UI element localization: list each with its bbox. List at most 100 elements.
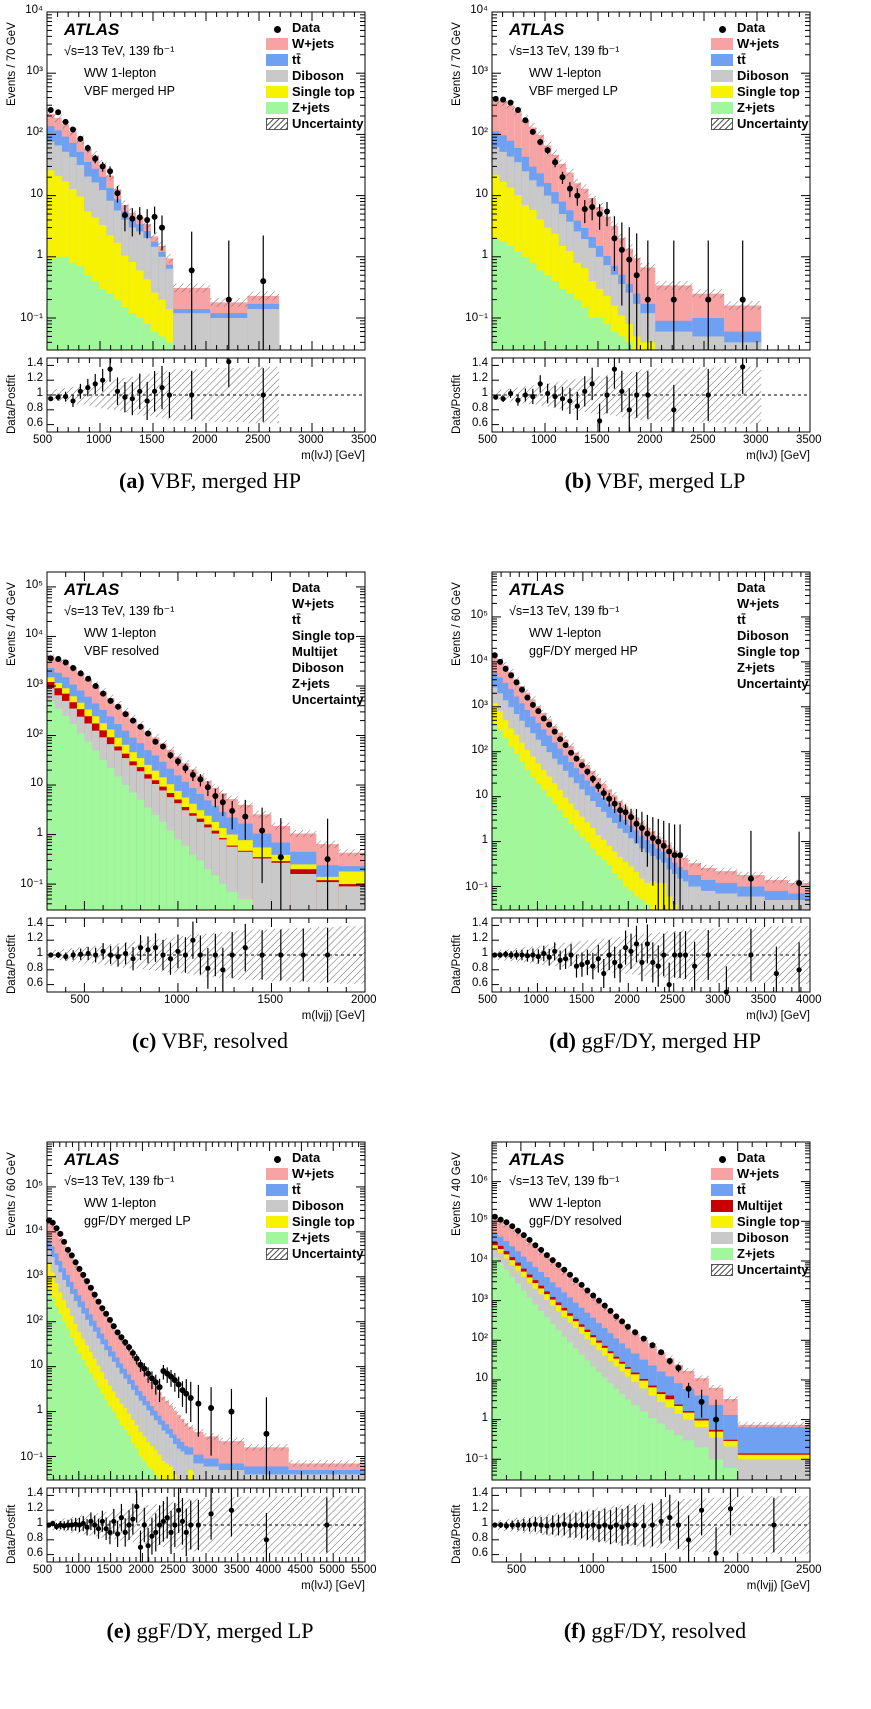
ratio-ytick-label: 1.2 xyxy=(27,372,43,385)
ratio-point-0 xyxy=(493,394,499,400)
bar-z-jets-17 xyxy=(618,336,626,350)
bar-z-jets-22 xyxy=(611,872,618,910)
chart-panel-b: 10⁻¹ 1 10 10² 10³ 10⁴ 500 1000 1500 2000 2500 3000 3… xyxy=(445,0,865,560)
ratio-point-32 xyxy=(168,1529,174,1535)
ratio-point-17 xyxy=(111,1518,117,1524)
panel-caption: (f) ggF/DY, resolved xyxy=(445,1618,865,1644)
run-info: √s=13 TeV, 139 fb⁻¹ WW 1-lepton VBF resolv… xyxy=(64,602,174,660)
legend-data-marker xyxy=(274,1156,281,1163)
xtick-label: 1000 xyxy=(531,434,557,446)
bar-single-top-13 xyxy=(588,281,596,350)
data-point-32 xyxy=(666,848,673,855)
bar-diboson-25 xyxy=(237,851,253,910)
uncertainty-band-34 xyxy=(737,1421,810,1428)
ratio-y-axis-title: Data/Postfit xyxy=(6,1504,18,1564)
uncertainty-band-34 xyxy=(176,1411,181,1418)
ratio-point-33 xyxy=(727,1506,734,1512)
energy-lumi: √s=13 TeV, 139 fb⁻¹ xyxy=(64,604,175,618)
ratio-point-22 xyxy=(612,959,618,965)
ratio-point-2 xyxy=(62,393,69,400)
legend-item-ttbar: tt̄ xyxy=(266,1182,364,1198)
ratio-point-16 xyxy=(579,962,585,968)
bar-z-jets-6 xyxy=(526,1297,533,1480)
ratio-point-29 xyxy=(675,1522,682,1528)
legend-label: tt̄ xyxy=(292,52,301,67)
data-point-26 xyxy=(633,820,640,827)
legend: Data W+jets tt̄ Multijet Single top Diboson Z+… xyxy=(711,1150,809,1278)
bar-z-jets-0 xyxy=(47,700,55,910)
ratio-ytick-label: 1.4 xyxy=(27,917,43,930)
data-point-9 xyxy=(114,190,121,197)
ratio-point-21 xyxy=(671,407,677,413)
legend-swatch xyxy=(266,70,288,82)
ratio-ytick-label: 1.2 xyxy=(472,1502,488,1515)
legend-item-diboson: Diboson xyxy=(737,628,809,644)
uncertainty-band-13 xyxy=(588,193,596,203)
bar-z-jets-25 xyxy=(237,899,253,910)
data-point-25 xyxy=(141,1365,148,1372)
ratio-point-15 xyxy=(573,963,580,969)
chart-panel-f: 10⁻¹ 1 10 10² 10³ 10⁴ 10⁵ 10⁶ 500 1000 1500 2000 250… xyxy=(445,1130,865,1690)
ratio-point-40 xyxy=(228,1507,235,1513)
bar-z-jets-14 xyxy=(150,331,159,350)
x-axis-title: m(lvJ) [GeV] xyxy=(301,1580,365,1592)
bar-diboson-39 xyxy=(203,1466,219,1480)
xtick-label: 2500 xyxy=(160,1564,186,1576)
ratio-point-16 xyxy=(107,1529,113,1535)
channel-label: WW 1-lepton xyxy=(84,626,157,640)
xtick-label: 2500 xyxy=(659,994,686,1006)
legend-swatch-hatch xyxy=(266,118,288,130)
data-point-15 xyxy=(573,755,580,762)
bar-z-jets-7 xyxy=(532,1304,539,1480)
ratio-point-21 xyxy=(126,1522,132,1528)
xtick-label: 1500 xyxy=(568,994,595,1006)
legend-item-uncertainty: Uncertainty xyxy=(711,116,809,132)
uncertainty-band-15 xyxy=(159,739,167,747)
data-point-12 xyxy=(137,723,144,730)
ytick-label: 1 xyxy=(36,248,43,261)
bar-z-jets-27 xyxy=(639,900,645,910)
bar-z-jets-0 xyxy=(47,259,55,350)
legend-item-w-jets: W+jets xyxy=(711,36,809,52)
data-point-8 xyxy=(552,159,559,166)
ytick-label: 10⁴ xyxy=(25,628,43,641)
legend-label: Multijet xyxy=(292,644,338,659)
bar-z-jets-4 xyxy=(513,753,520,910)
bar-z-jets-2 xyxy=(503,1269,510,1480)
uncertainty-band-32 xyxy=(169,1402,173,1409)
ytick-label: 10 xyxy=(30,187,43,200)
xtick-label: 4000 xyxy=(255,1564,282,1576)
bar-z-jets-13 xyxy=(588,317,596,350)
uncertainty-band-3 xyxy=(508,668,514,676)
data-point-17 xyxy=(110,1323,117,1330)
ratio-band-23 xyxy=(134,1507,139,1543)
data-point-15 xyxy=(103,1310,110,1317)
ratio-point-11 xyxy=(130,956,136,962)
bar-z-jets-24 xyxy=(226,891,238,910)
panel-caption-text: ggF/DY, resolved xyxy=(591,1618,747,1643)
bar-z-jets-11 xyxy=(128,313,137,350)
x-axis-title: m(lvjj) [GeV] xyxy=(301,1010,365,1022)
ytick-label: 10² xyxy=(471,1332,488,1345)
panel-caption: (e) ggF/DY, merged LP xyxy=(0,1618,420,1644)
main-frame xyxy=(491,571,811,911)
uncertainty-band-19 xyxy=(595,774,602,781)
bar-single-top-13 xyxy=(143,279,151,350)
bar-z-jets-10 xyxy=(121,307,129,350)
bar-z-jets-9 xyxy=(81,1360,86,1480)
bar-z-jets-1 xyxy=(497,730,503,910)
ratio-point-27 xyxy=(278,952,284,958)
bar-z-jets-3 xyxy=(58,1313,63,1480)
uncertainty-band-31 xyxy=(165,1397,170,1405)
bar-single-top-15 xyxy=(158,299,166,350)
bar-diboson-40 xyxy=(764,900,789,910)
ratio-point-10 xyxy=(567,398,573,404)
ratio-point-14 xyxy=(152,945,159,951)
ratio-ytick-label: 1.2 xyxy=(472,932,488,945)
legend-label: Diboson xyxy=(737,628,789,643)
ratio-point-32 xyxy=(713,1550,719,1556)
bar-diboson-21 xyxy=(204,827,212,910)
data-point-4 xyxy=(77,670,84,677)
ratio-point-1 xyxy=(55,394,61,400)
xtick-label: 1500 xyxy=(651,1564,678,1576)
